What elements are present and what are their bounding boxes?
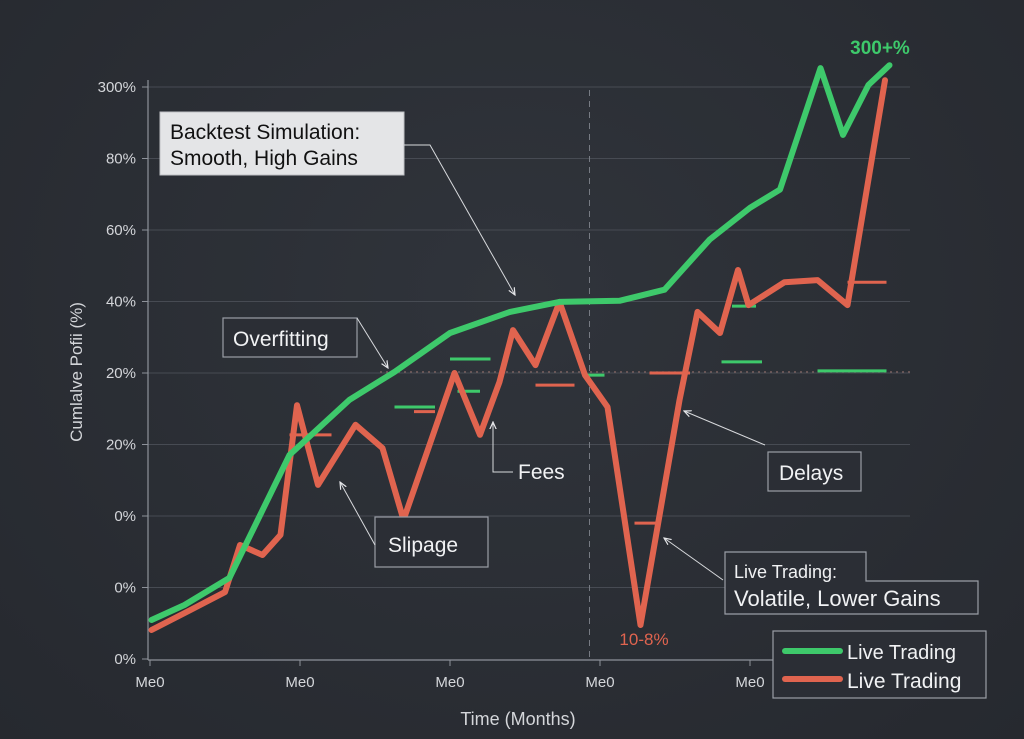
series-line-red — [148, 77, 888, 633]
legend-label-2: Live Trading — [847, 670, 961, 693]
svg-text:Delays: Delays — [779, 462, 843, 485]
svg-text:Overfitting: Overfitting — [233, 328, 329, 351]
trough-label: 10-8% — [619, 630, 668, 649]
x-tick-label: Me0 — [585, 674, 614, 691]
svg-text:Live Trading:: Live Trading: — [734, 562, 837, 582]
annotation-live-trading: Live Trading: Volatile, Lower Gains — [664, 538, 979, 615]
svg-text:Smooth, High Gains: Smooth, High Gains — [170, 147, 358, 170]
y-tick-label: 20% — [106, 437, 136, 454]
y-axis-ticks: 0% 0% 0% 20% 20% 40% 60% 80% 300% — [98, 79, 148, 668]
reference-lines — [380, 90, 910, 658]
annotation-backtest: Backtest Simulation: Smooth, High Gains — [159, 111, 515, 295]
annotation-delays: Delays — [684, 411, 862, 492]
y-tick-label: 300% — [98, 79, 136, 96]
y-tick-label: 40% — [106, 294, 136, 311]
legend-label-1: Live Trading — [847, 642, 956, 664]
series-line-green — [148, 62, 893, 623]
y-tick-label: 0% — [114, 580, 136, 597]
y-axis-label: Cumlalve Pofii (%) — [67, 302, 86, 442]
annotation-slipage: Slipage — [340, 482, 489, 568]
y-tick-label: 0% — [114, 651, 136, 668]
x-axis-ticks: Me0 Me0 Me0 Me0 Me0 — [135, 660, 765, 691]
legend: Live Trading Live Trading — [772, 630, 987, 699]
y-tick-label: 0% — [114, 508, 136, 525]
y-tick-label: 80% — [106, 151, 136, 168]
annotation-overfitting: Overfitting — [222, 317, 388, 368]
peak-label: 300+% — [850, 38, 910, 59]
svg-text:Fees: Fees — [518, 461, 565, 484]
svg-text:Backtest Simulation:: Backtest Simulation: — [170, 121, 360, 144]
series-lines — [148, 62, 893, 633]
y-tick-label: 20% — [106, 365, 136, 382]
annotation-fees: Fees — [493, 422, 565, 484]
x-tick-label: Me0 — [435, 674, 464, 691]
y-tick-label: 60% — [106, 222, 136, 239]
svg-text:Volatile, Lower Gains: Volatile, Lower Gains — [734, 586, 941, 611]
svg-text:Slipage: Slipage — [388, 534, 458, 557]
x-tick-label: Me0 — [285, 674, 314, 691]
x-tick-label: Me0 — [135, 674, 164, 691]
x-tick-label: Me0 — [735, 674, 764, 691]
x-axis-label: Time (Months) — [460, 709, 575, 729]
